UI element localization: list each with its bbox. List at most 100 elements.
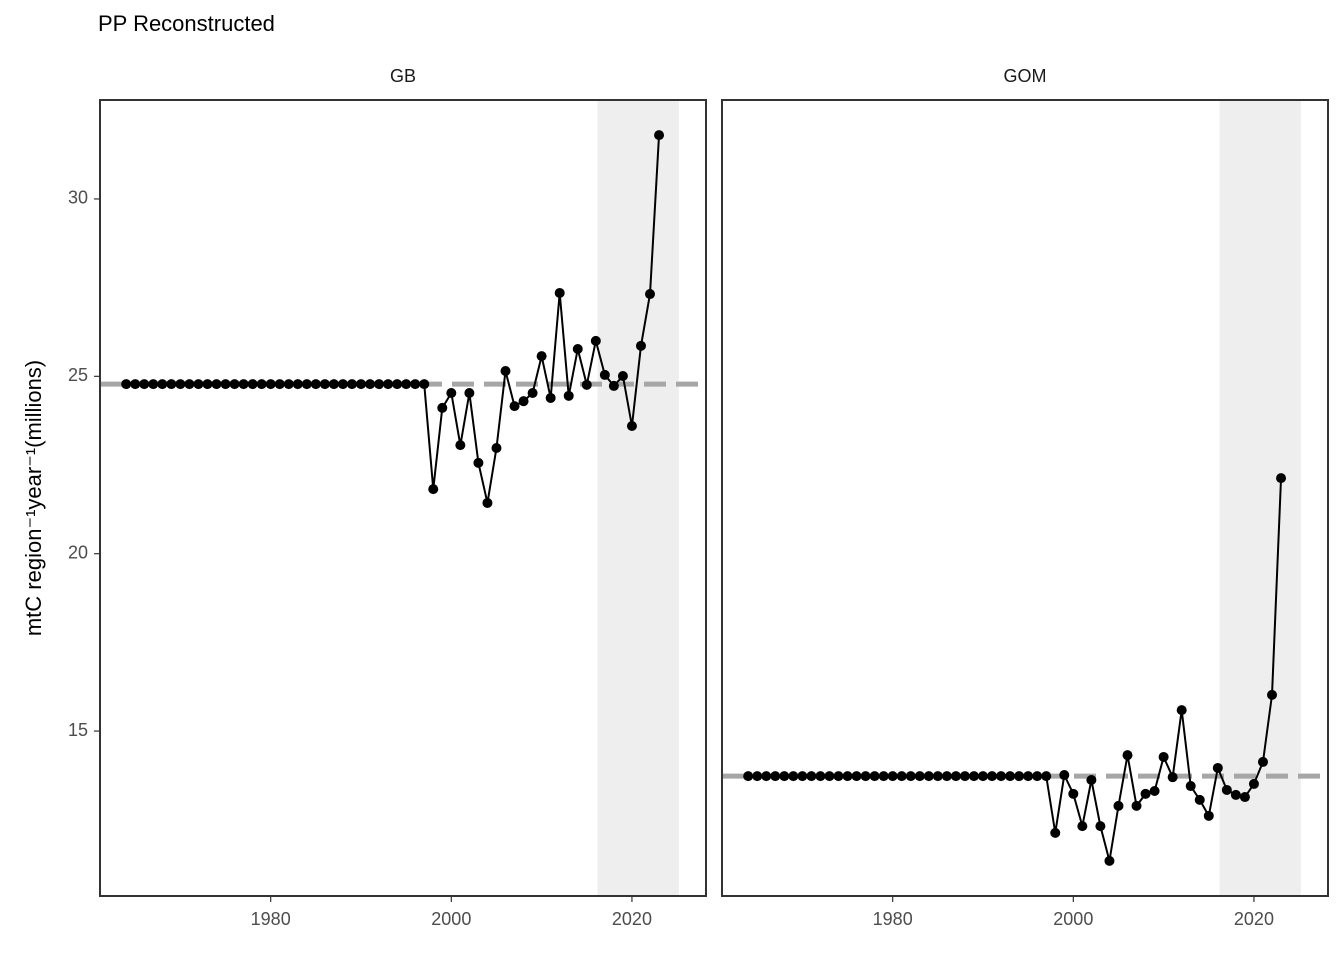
data-point <box>265 379 276 390</box>
data-point <box>1203 810 1214 821</box>
data-point <box>1221 784 1232 795</box>
data-point <box>437 402 448 413</box>
data-point <box>193 379 204 390</box>
x-tick-label: 1980 <box>251 909 291 929</box>
data-point <box>1239 792 1250 803</box>
data-point <box>617 370 628 381</box>
data-point <box>851 771 862 782</box>
data-point <box>1041 771 1052 782</box>
data-point <box>545 392 556 403</box>
y-axis-label: mtC region⁻¹year⁻¹(millions) <box>21 360 46 636</box>
data-point <box>941 771 952 782</box>
data-point <box>428 484 439 495</box>
data-point <box>455 440 466 451</box>
data-point <box>1113 800 1124 811</box>
data-point <box>788 771 799 782</box>
data-point <box>1095 821 1106 832</box>
data-point <box>1068 788 1079 799</box>
panel-border <box>99 99 707 897</box>
data-point <box>166 379 177 390</box>
data-line <box>126 135 661 504</box>
data-point <box>563 390 574 401</box>
data-point <box>1005 771 1016 782</box>
data-point <box>1050 827 1061 838</box>
data-point <box>978 771 989 782</box>
data-point <box>869 771 880 782</box>
data-point <box>410 379 421 390</box>
data-point <box>645 289 656 300</box>
data-point <box>1032 771 1043 782</box>
data-point <box>148 379 159 390</box>
data-point <box>229 379 240 390</box>
x-tick-label: 2000 <box>431 909 471 929</box>
y-tick-label: 15 <box>68 720 88 740</box>
data-point <box>626 420 637 431</box>
data-point <box>130 379 141 390</box>
data-point <box>491 442 502 453</box>
panel-title: GOM <box>1004 66 1047 86</box>
data-point <box>1140 788 1151 799</box>
data-point <box>1194 794 1205 805</box>
data-point <box>1276 473 1287 484</box>
highlight-band <box>1219 100 1301 896</box>
data-point <box>283 379 294 390</box>
data-point <box>1248 778 1259 789</box>
data-point <box>500 366 511 377</box>
x-tick-label: 1980 <box>873 909 913 929</box>
panel-border <box>721 99 1329 897</box>
data-point <box>473 457 484 468</box>
data-point <box>1122 750 1133 761</box>
data-point <box>1176 705 1187 716</box>
data-point <box>959 771 970 782</box>
data-point <box>392 379 403 390</box>
data-point <box>346 379 357 390</box>
data-point <box>319 379 330 390</box>
data-point <box>337 379 348 390</box>
data-point <box>446 388 457 399</box>
data-point <box>292 379 303 390</box>
data-point <box>996 771 1007 782</box>
data-point <box>654 130 665 141</box>
data-point <box>1267 689 1278 700</box>
data-point <box>779 771 790 782</box>
x-tick-label: 2020 <box>612 909 652 929</box>
y-tick-label: 25 <box>68 365 88 385</box>
data-point <box>878 771 889 782</box>
data-point <box>301 379 312 390</box>
data-point <box>608 380 619 391</box>
data-point <box>1014 771 1025 782</box>
data-point <box>328 379 339 390</box>
data-point <box>356 379 367 390</box>
data-point <box>1212 762 1223 773</box>
data-point <box>968 771 979 782</box>
chart-title: PP Reconstructed <box>98 11 275 36</box>
data-point <box>987 771 998 782</box>
data-point <box>1023 771 1034 782</box>
data-point <box>310 379 321 390</box>
data-point <box>1257 756 1268 767</box>
data-point <box>842 771 853 782</box>
data-point <box>887 771 898 782</box>
data-point <box>365 379 376 390</box>
data-point <box>797 771 808 782</box>
data-point <box>527 388 538 399</box>
data-point <box>211 379 222 390</box>
data-point <box>833 771 844 782</box>
data-point <box>914 771 925 782</box>
data-point <box>599 369 610 380</box>
data-point <box>860 771 871 782</box>
x-tick-label: 2000 <box>1053 909 1093 929</box>
data-point <box>815 771 826 782</box>
data-point <box>1059 770 1070 781</box>
data-point <box>950 771 961 782</box>
data-point <box>175 379 186 390</box>
data-point <box>1131 800 1142 811</box>
data-point <box>383 379 394 390</box>
y-tick-label: 30 <box>68 188 88 208</box>
data-point <box>824 771 835 782</box>
data-point <box>121 379 132 390</box>
data-point <box>256 379 267 390</box>
highlight-band <box>597 100 679 896</box>
